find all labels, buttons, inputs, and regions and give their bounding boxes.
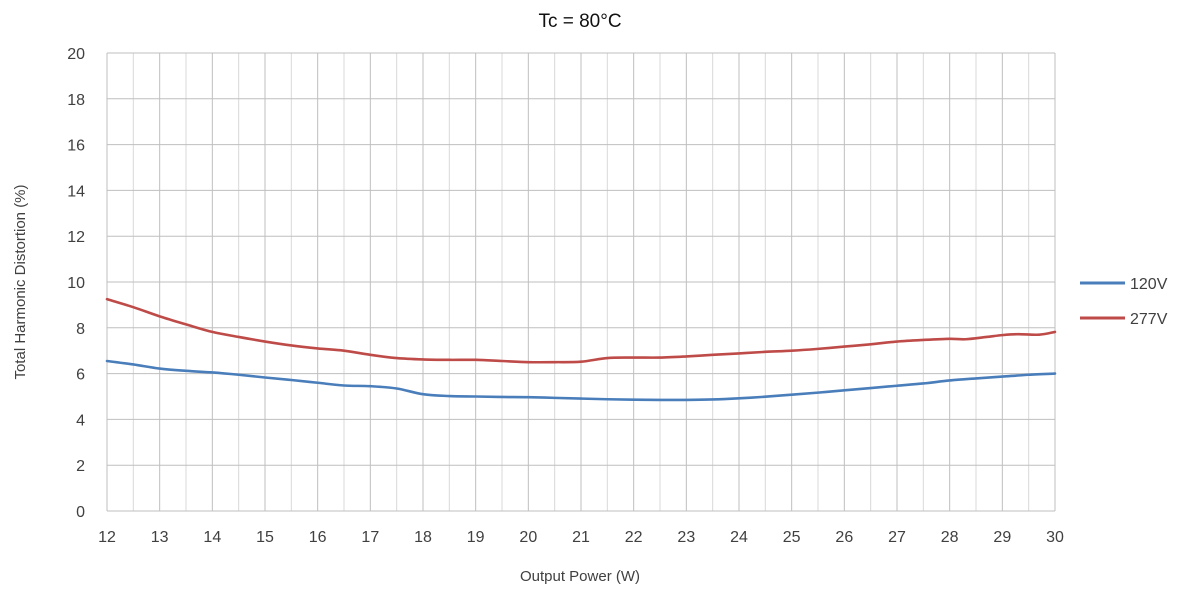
y-tick-label: 6 xyxy=(76,367,85,384)
chart-title: Tc = 80°C xyxy=(538,11,621,32)
x-tick-label: 15 xyxy=(256,529,274,546)
y-tick-label: 8 xyxy=(76,321,85,338)
x-tick-label: 27 xyxy=(888,529,906,546)
y-axis-ticks: 0 2 4 6 8 10 12 14 16 18 20 xyxy=(67,46,85,521)
series-line-1 xyxy=(105,297,1057,364)
series-line-0 xyxy=(105,359,1057,402)
plot-grid xyxy=(106,52,1056,512)
legend: 120V 277V xyxy=(1080,276,1168,328)
x-tick-label: 20 xyxy=(519,529,537,546)
y-tick-label: 0 xyxy=(76,504,85,521)
x-tick-label: 13 xyxy=(151,529,169,546)
x-tick-label: 19 xyxy=(467,529,485,546)
legend-label-0: 120V xyxy=(1130,276,1168,293)
x-tick-label: 29 xyxy=(993,529,1011,546)
x-tick-label: 21 xyxy=(572,529,590,546)
x-tick-label: 28 xyxy=(941,529,959,546)
x-tick-label: 17 xyxy=(361,529,379,546)
x-tick-label: 26 xyxy=(835,529,853,546)
series-lines xyxy=(105,297,1057,402)
y-tick-label: 4 xyxy=(76,412,85,429)
y-tick-label: 12 xyxy=(67,229,85,246)
y-tick-label: 10 xyxy=(67,275,85,292)
y-tick-label: 16 xyxy=(67,138,85,155)
y-tick-label: 2 xyxy=(76,458,85,475)
x-tick-label: 12 xyxy=(98,529,116,546)
x-tick-label: 18 xyxy=(414,529,432,546)
x-tick-label: 24 xyxy=(730,529,748,546)
x-axis-ticks: 12 13 14 15 16 17 18 19 20 21 22 23 24 25 26 27 28 29 30 xyxy=(98,529,1064,546)
x-tick-label: 22 xyxy=(625,529,643,546)
y-axis-label: Total Harmonic Distortion (%) xyxy=(12,184,29,379)
x-axis-label: Output Power (W) xyxy=(520,568,640,585)
y-tick-label: 14 xyxy=(67,183,85,200)
x-tick-label: 23 xyxy=(677,529,695,546)
y-tick-label: 18 xyxy=(67,92,85,109)
x-tick-label: 25 xyxy=(783,529,801,546)
x-tick-label: 30 xyxy=(1046,529,1064,546)
legend-label-1: 277V xyxy=(1130,311,1168,328)
x-tick-label: 14 xyxy=(203,529,221,546)
y-tick-label: 20 xyxy=(67,46,85,63)
x-tick-label: 16 xyxy=(309,529,327,546)
